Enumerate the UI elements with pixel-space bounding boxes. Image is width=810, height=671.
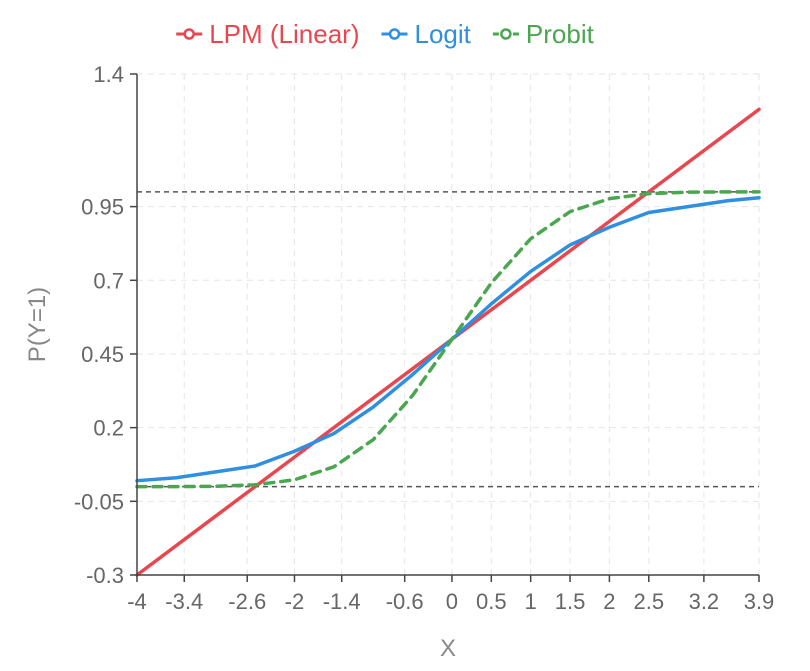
y-tick-label: 0.2 [93, 416, 124, 441]
x-tick-label: 3.9 [744, 589, 775, 614]
x-tick-label: 1 [525, 589, 537, 614]
x-tick-label: -1.4 [323, 589, 361, 614]
legend-label: LPM (Linear) [209, 19, 359, 49]
y-axis-title: P(Y=1) [24, 287, 51, 362]
series-lines [135, 107, 761, 577]
y-tick-label: -0.05 [74, 489, 124, 514]
legend[interactable]: LPM (Linear) Logit Probit [176, 19, 595, 49]
series-line-2 [135, 196, 761, 483]
x-tick-label: -0.6 [386, 589, 424, 614]
x-tick-label: -2.6 [228, 589, 266, 614]
y-tick-labels: -0.3 -0.05 0.2 0.45 0.7 0.95 1.4 [74, 62, 137, 588]
reference-lines [137, 191, 759, 488]
x-tick-label: 2 [603, 589, 615, 614]
legend-marker-icon [388, 28, 401, 40]
x-tick-label: 3.2 [689, 589, 720, 614]
legend-marker-icon [500, 28, 512, 40]
legend-marker-icon [183, 28, 195, 40]
y-tick-label: -0.3 [86, 563, 124, 588]
series-line-3 [135, 190, 761, 489]
x-tick-label: -2 [285, 589, 305, 614]
y-tick-label: 0.95 [81, 195, 124, 220]
legend-item-1[interactable]: LPM (Linear) [176, 19, 359, 49]
legend-label: Logit [415, 19, 472, 49]
x-tick-label: 2.5 [633, 589, 664, 614]
x-tick-label: -4 [127, 589, 147, 614]
axes [136, 74, 759, 576]
grid [136, 73, 760, 576]
x-tick-label: 0 [446, 589, 458, 614]
y-tick-label: 0.45 [81, 342, 124, 367]
legend-item-3[interactable]: Probit [492, 19, 595, 49]
y-tick-label: 1.4 [93, 62, 124, 87]
x-tick-label: 0.5 [476, 589, 507, 614]
y-tick-label: 0.7 [93, 268, 124, 293]
x-axis-title: X [440, 635, 456, 662]
legend-item-2[interactable]: Logit [381, 19, 472, 49]
x-tick-label: -3.4 [165, 589, 203, 614]
x-tick-labels: -4 -3.4 -2.6 -2 -1.4 -0.6 0 0.5 1 1.5 2 2.5 3.2 3.9 [127, 575, 774, 614]
legend-label: Probit [526, 19, 595, 49]
x-tick-label: 1.5 [555, 589, 586, 614]
